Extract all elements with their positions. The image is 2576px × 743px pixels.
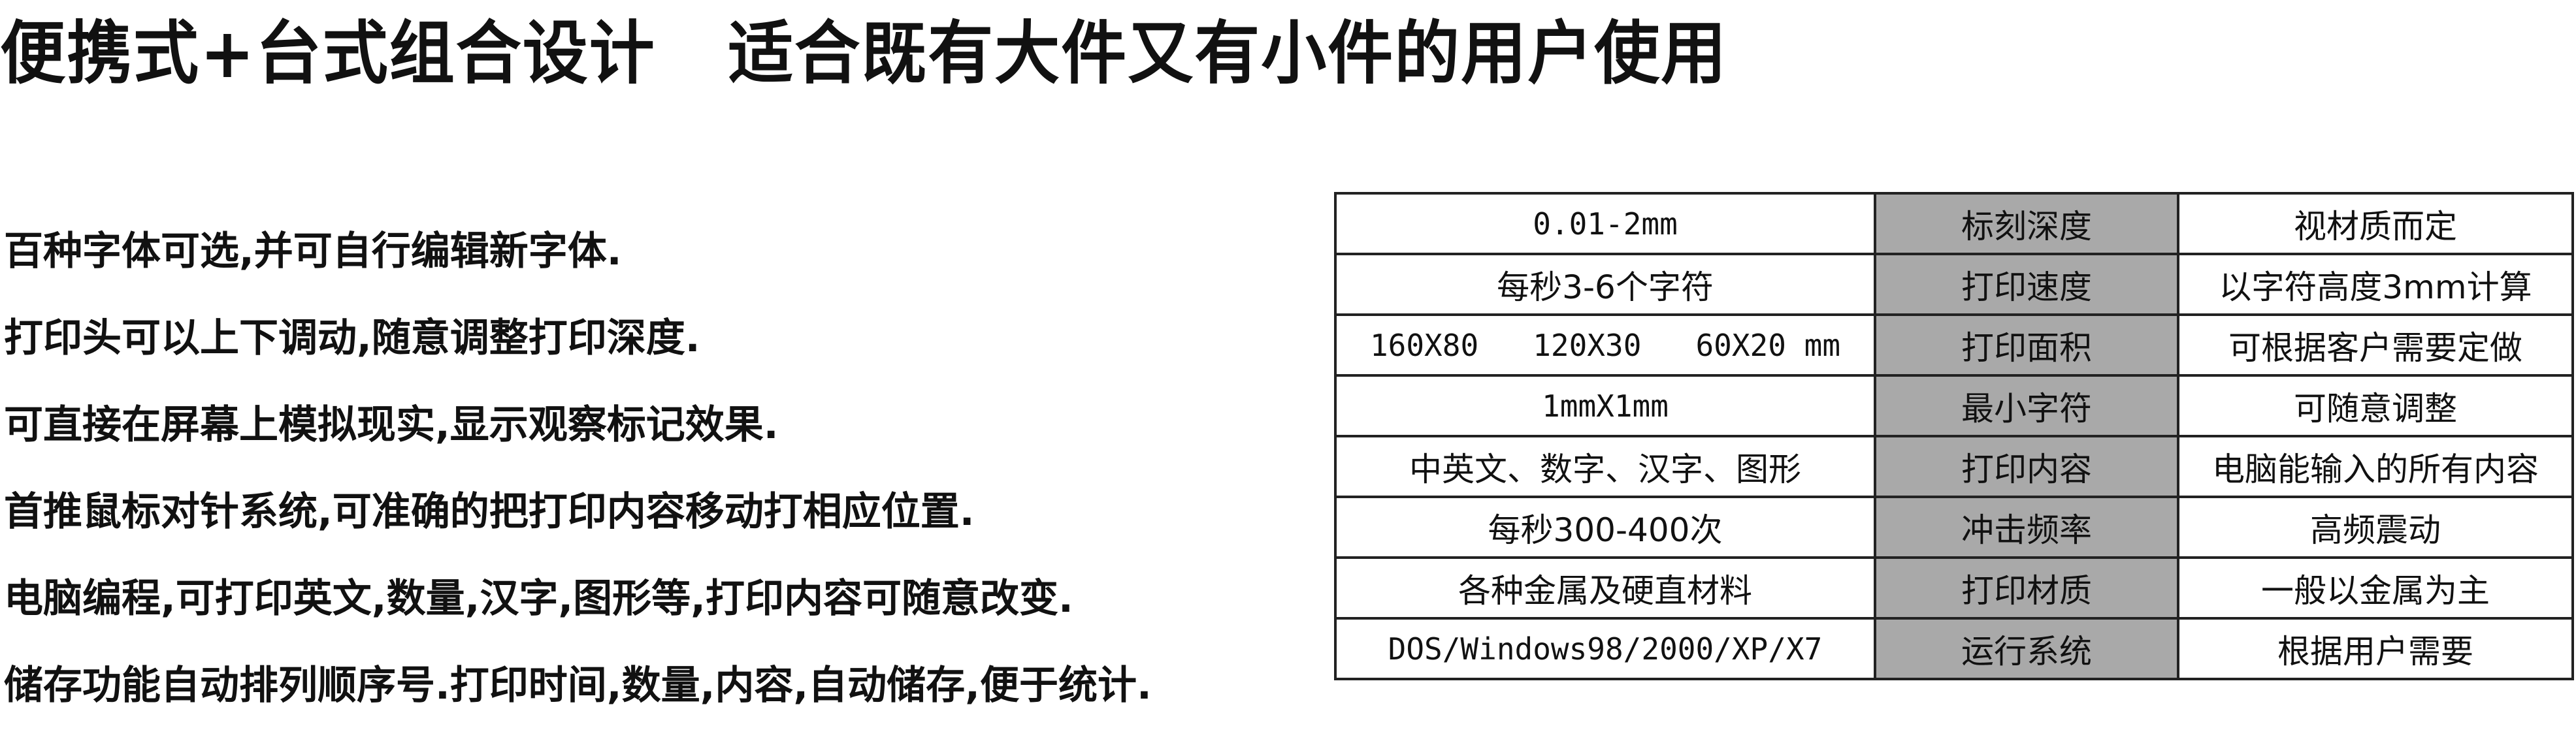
spec-label: 冲击频率	[1875, 496, 2178, 559]
spec-label: 打印内容	[1875, 435, 2178, 498]
spec-row: 每秒300-400次 冲击频率 高频震动	[1334, 496, 2574, 559]
spec-note: 一般以金属为主	[2177, 556, 2574, 620]
spec-value: 160X80 120X30 60X20 mm	[1334, 313, 1876, 377]
spec-row: 160X80 120X30 60X20 mm 打印面积 可根据客户需要定做	[1334, 313, 2574, 377]
feature-item: 储存功能自动排列顺序号.打印时间,数量,内容,自动储存,便于统计.	[4, 663, 1152, 708]
page-title: 便携式+台式组合设计 适合既有大件又有小件的用户使用	[0, 13, 1728, 93]
spec-row: 各种金属及硬直材料 打印材质 一般以金属为主	[1334, 556, 2574, 620]
feature-item: 电脑编程,可打印英文,数量,汉字,图形等,打印内容可随意改变.	[4, 576, 1073, 622]
spec-note: 可根据客户需要定做	[2177, 313, 2574, 377]
feature-item: 可直接在屏幕上模拟现实,显示观察标记效果.	[4, 402, 779, 448]
spec-value: 每秒300-400次	[1334, 496, 1876, 559]
spec-value: DOS/Windows98/2000/XP/X7	[1334, 617, 1876, 680]
spec-row: DOS/Windows98/2000/XP/X7 运行系统 根据用户需要	[1334, 617, 2574, 680]
spec-label: 打印速度	[1875, 253, 2178, 316]
spec-table: 0.01-2mm 标刻深度 视材质而定 每秒3-6个字符 打印速度 以字符高度3mm计算 1…	[1334, 192, 2574, 680]
spec-value: 0.01-2mm	[1334, 192, 1876, 255]
spec-row: 0.01-2mm 标刻深度 视材质而定	[1334, 192, 2574, 255]
spec-label: 最小字符	[1875, 374, 2178, 437]
spec-note: 可随意调整	[2177, 374, 2574, 437]
feature-list: 百种字体可选,并可自行编辑新字体. 打印头可以上下调动,随意调整打印深度. 可直…	[4, 222, 1152, 743]
spec-note: 高频震动	[2177, 496, 2574, 559]
feature-item: 首推鼠标对针系统,可准确的把打印内容移动打相应位置.	[4, 489, 975, 535]
spec-row: 中英文、数字、汉字、图形 打印内容 电脑能输入的所有内容	[1334, 435, 2574, 498]
spec-value: 中英文、数字、汉字、图形	[1334, 435, 1876, 498]
spec-value: 各种金属及硬直材料	[1334, 556, 1876, 620]
spec-row: 每秒3-6个字符 打印速度 以字符高度3mm计算	[1334, 253, 2574, 316]
spec-value: 1mmX1mm	[1334, 374, 1876, 437]
spec-note: 以字符高度3mm计算	[2177, 253, 2574, 316]
spec-label: 打印材质	[1875, 556, 2178, 620]
spec-label: 运行系统	[1875, 617, 2178, 680]
feature-item: 打印头可以上下调动,随意调整打印深度.	[4, 315, 700, 361]
spec-label: 标刻深度	[1875, 192, 2178, 255]
feature-item: 百种字体可选,并可自行编辑新字体.	[4, 229, 622, 274]
spec-value: 每秒3-6个字符	[1334, 253, 1876, 316]
spec-label: 打印面积	[1875, 313, 2178, 377]
spec-row: 1mmX1mm 最小字符 可随意调整	[1334, 374, 2574, 437]
spec-note: 视材质而定	[2177, 192, 2574, 255]
spec-note: 电脑能输入的所有内容	[2177, 435, 2574, 498]
spec-note: 根据用户需要	[2177, 617, 2574, 680]
